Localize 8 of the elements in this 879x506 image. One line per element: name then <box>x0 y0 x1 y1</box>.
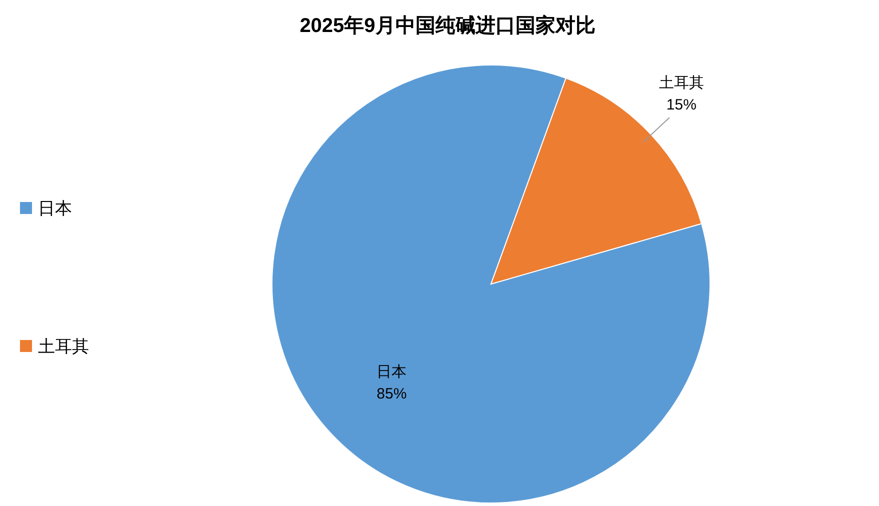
legend-label: 土耳其 <box>38 337 89 356</box>
data-label: 15% <box>666 96 696 114</box>
chart-title: 2025年9月中国纯碱进口国家对比 <box>300 14 596 37</box>
legend-label: 日本 <box>38 199 72 218</box>
slice-label: 土耳其 <box>658 74 704 92</box>
data-label: 85% <box>376 386 407 403</box>
pie-slice <box>272 64 710 504</box>
slice-label: 日本 <box>376 364 407 381</box>
